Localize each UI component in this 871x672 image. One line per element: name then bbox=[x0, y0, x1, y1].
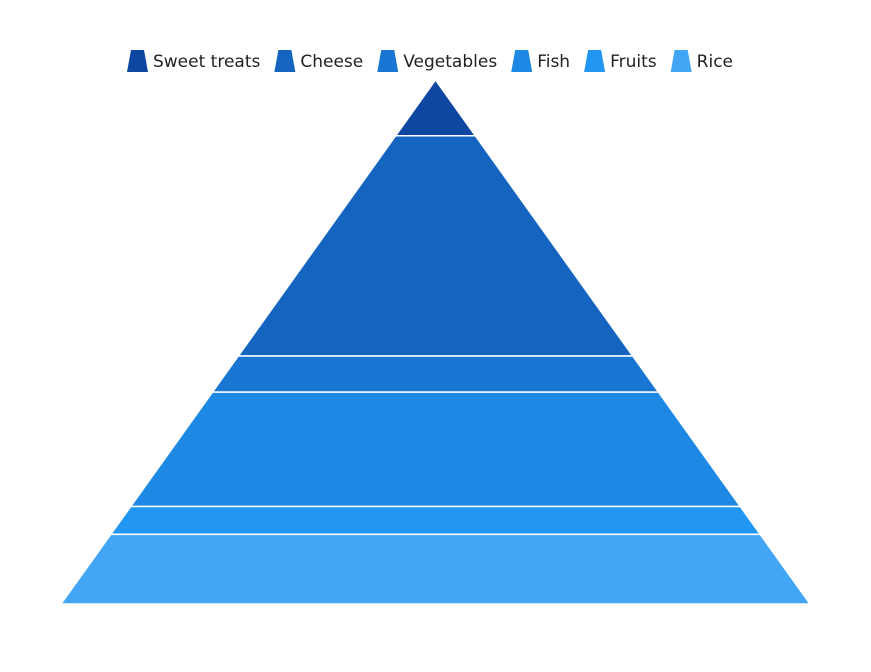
legend-item-cheese[interactable]: Cheese bbox=[274, 50, 363, 72]
pyramid-segment-fruits[interactable] bbox=[109, 505, 762, 536]
legend-label: Vegetables bbox=[403, 52, 497, 72]
legend-item-fruits[interactable]: Fruits bbox=[584, 50, 657, 72]
legend-label: Fish bbox=[537, 52, 570, 72]
legend: Sweet treats Cheese Vegetables Fish Fruits Ri… bbox=[126, 50, 733, 72]
legend-swatch-icon bbox=[670, 50, 692, 72]
legend-item-fish[interactable]: Fish bbox=[511, 50, 570, 72]
legend-swatch-icon bbox=[377, 50, 399, 72]
pyramid-segment-fish[interactable] bbox=[129, 391, 742, 508]
legend-item-rice[interactable]: Rice bbox=[670, 50, 733, 72]
legend-item-vegetables[interactable]: Vegetables bbox=[377, 50, 497, 72]
legend-label: Cheese bbox=[300, 52, 363, 72]
pyramid-segments bbox=[59, 78, 812, 605]
legend-label: Rice bbox=[697, 52, 733, 72]
legend-label: Fruits bbox=[610, 52, 657, 72]
legend-swatch-icon bbox=[584, 50, 606, 72]
legend-label: Sweet treats bbox=[153, 52, 261, 72]
pyramid-segment-vegetables[interactable] bbox=[210, 355, 661, 393]
legend-swatch-icon bbox=[511, 50, 533, 72]
legend-swatch-icon bbox=[274, 50, 296, 72]
pyramid-segment-cheese[interactable] bbox=[236, 134, 635, 357]
legend-item-sweet-treats[interactable]: Sweet treats bbox=[126, 50, 261, 72]
pyramid-segment-sweet-treats[interactable] bbox=[394, 78, 477, 137]
pyramid-segment-rice[interactable] bbox=[59, 533, 812, 605]
legend-swatch-icon bbox=[126, 50, 148, 72]
